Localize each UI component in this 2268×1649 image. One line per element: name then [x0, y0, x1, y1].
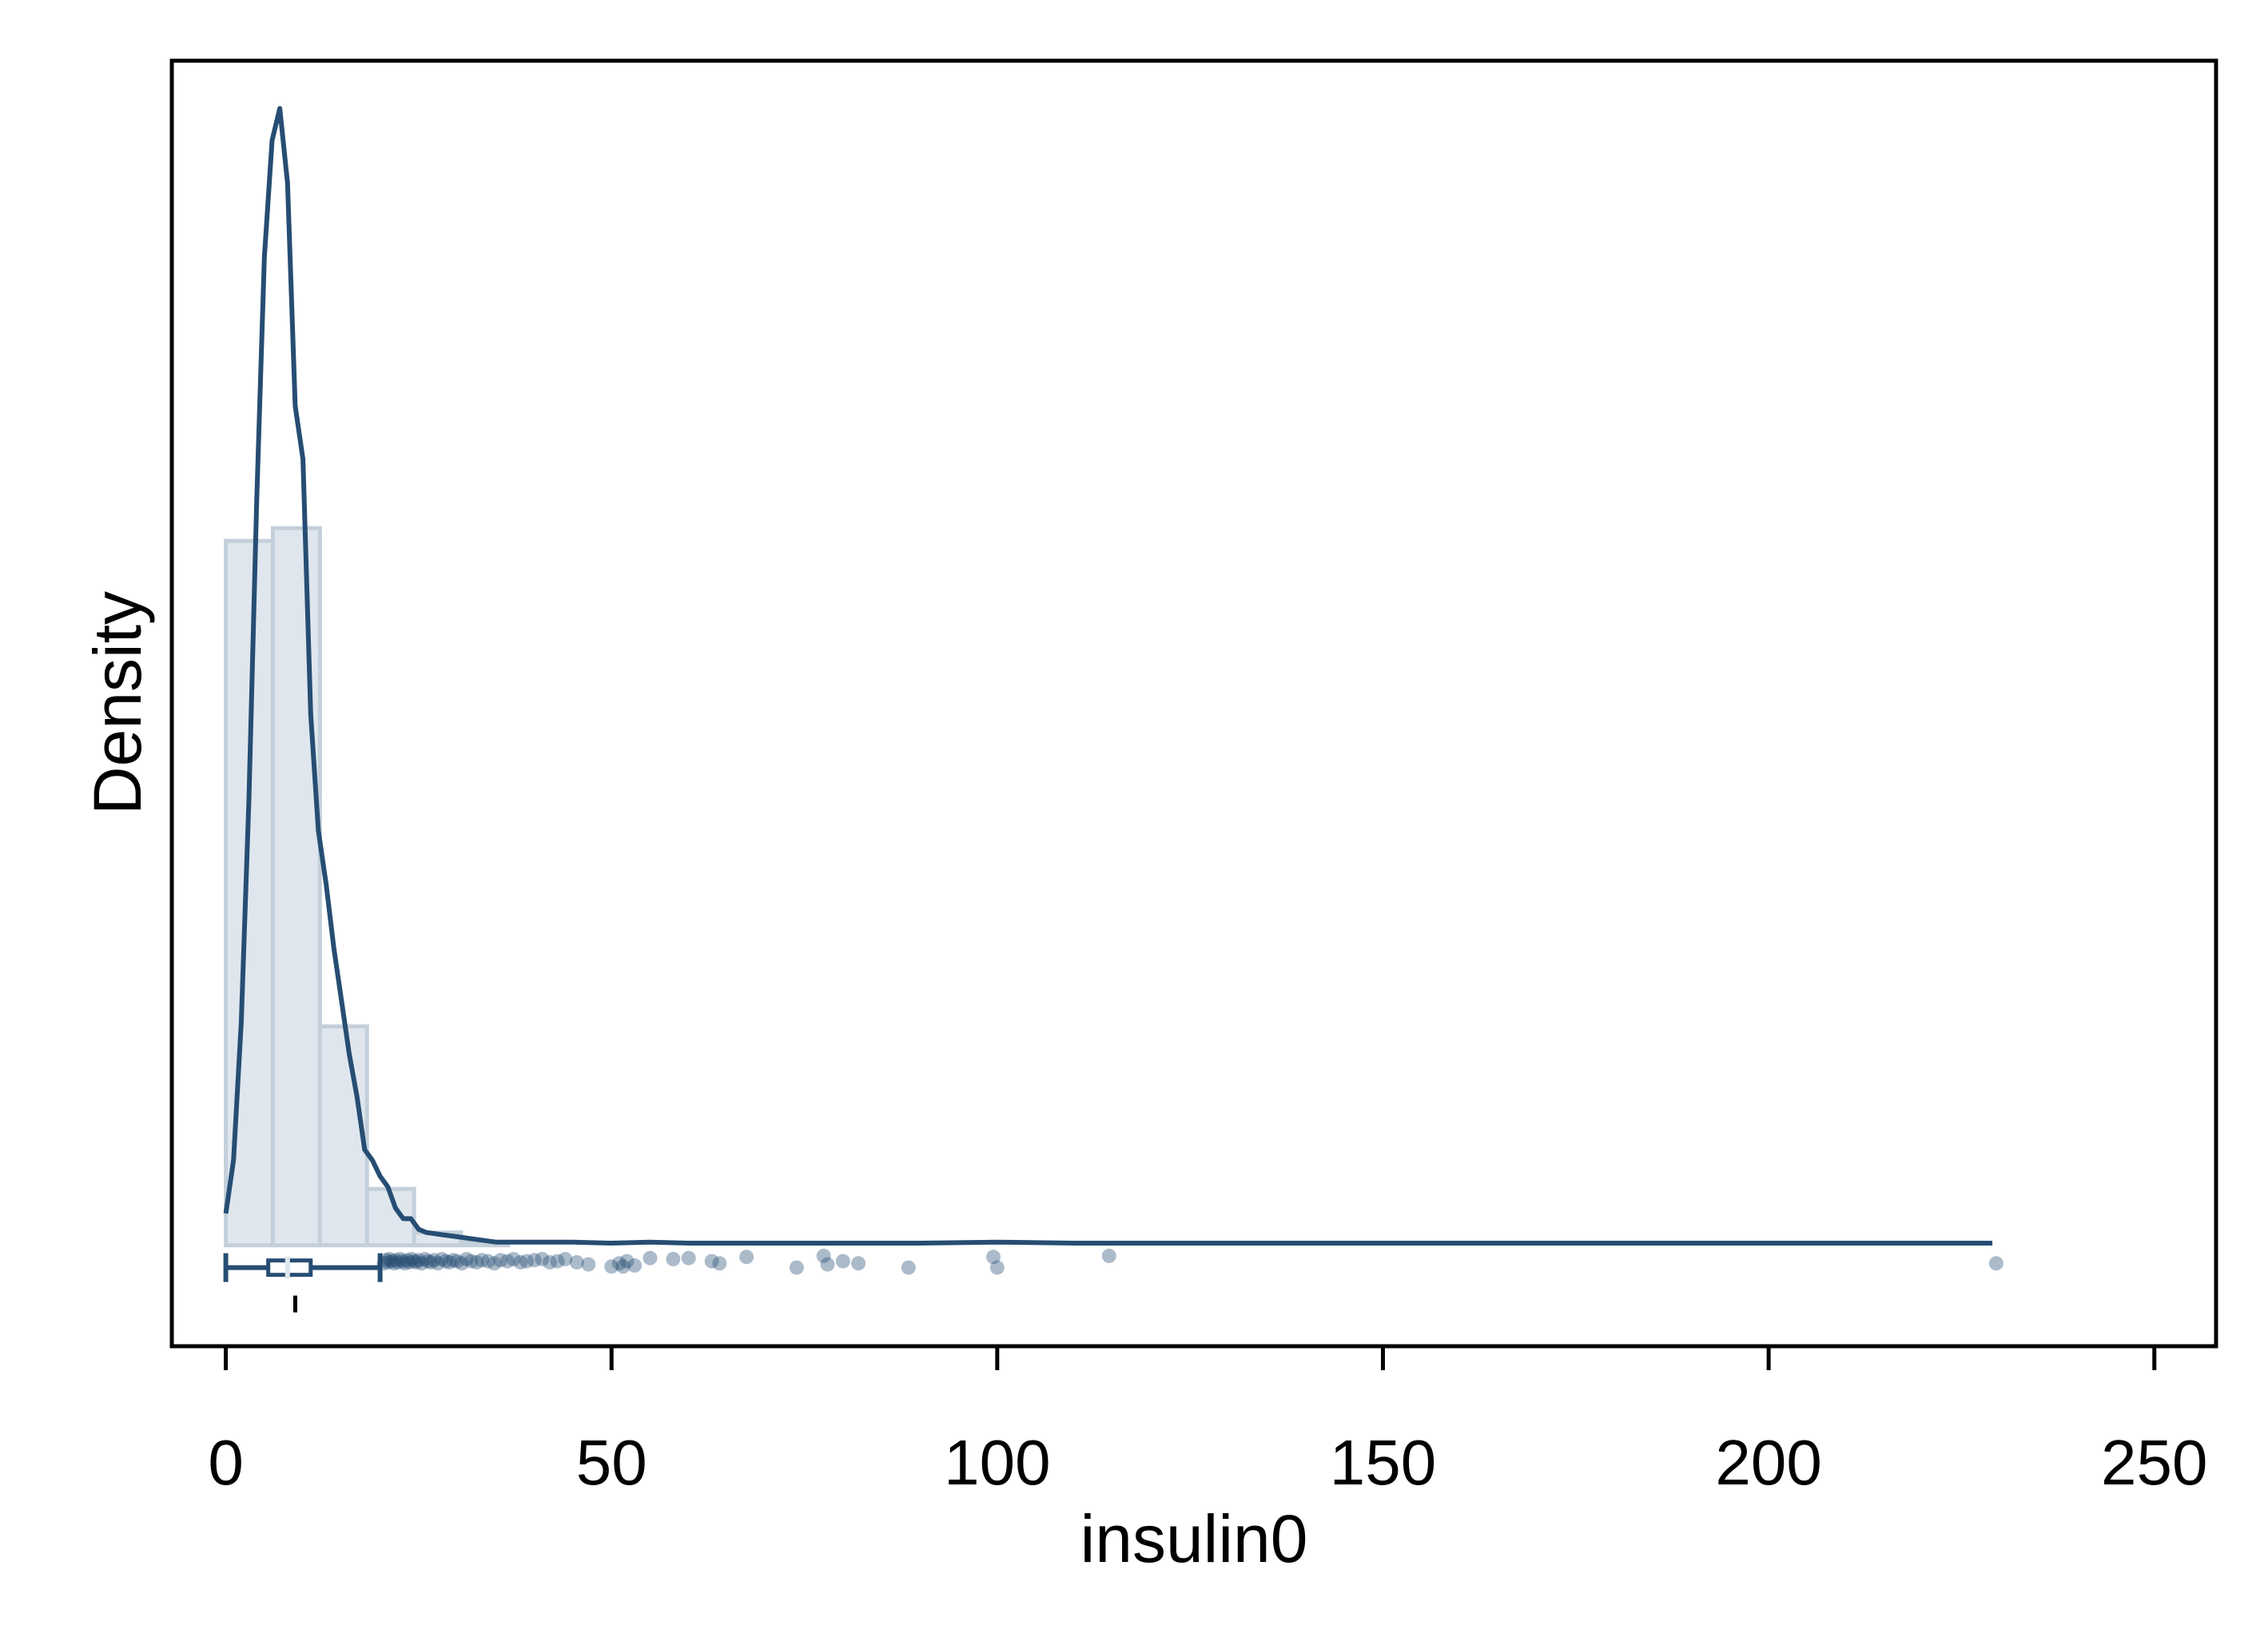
- outlier-point: [387, 1256, 402, 1271]
- outlier-point: [382, 1251, 397, 1266]
- outlier-point: [704, 1254, 719, 1269]
- outlier-point: [569, 1254, 584, 1270]
- outlier-point: [402, 1254, 417, 1270]
- histogram-bar: [270, 526, 322, 1248]
- outlier-points: [376, 1248, 2003, 1275]
- outlier-point: [424, 1254, 439, 1270]
- outlier-point: [681, 1250, 696, 1266]
- outlier-point: [450, 1254, 465, 1269]
- x-tick-label: 250: [2101, 1427, 2207, 1498]
- outlier-point: [390, 1254, 405, 1270]
- x-tick-label: 0: [208, 1427, 244, 1498]
- outlier-point: [376, 1256, 392, 1271]
- outlier-point: [666, 1251, 681, 1266]
- outlier-point: [712, 1256, 727, 1271]
- outlier-point: [816, 1248, 831, 1263]
- outlier-point: [519, 1254, 535, 1269]
- outlier-point: [789, 1260, 804, 1275]
- outlier-point: [643, 1250, 658, 1266]
- outlier-point: [459, 1251, 474, 1266]
- outlier-point: [506, 1251, 521, 1266]
- outlier-point: [550, 1254, 565, 1269]
- outlier-point: [493, 1253, 508, 1268]
- x-axis-title: insulin0: [1080, 1501, 1308, 1576]
- outlier-point: [446, 1253, 461, 1268]
- outlier-point: [558, 1251, 573, 1266]
- outlier-point: [411, 1253, 426, 1268]
- outlier-point: [475, 1253, 490, 1268]
- outlier-point: [442, 1254, 457, 1270]
- outlier-point: [619, 1254, 635, 1269]
- density-curve-group: [223, 105, 1993, 1246]
- outlier-point: [397, 1256, 412, 1271]
- outlier-point: [901, 1260, 916, 1275]
- outlier-point: [438, 1254, 453, 1269]
- outlier-point: [414, 1256, 429, 1271]
- outlier-point: [611, 1256, 627, 1271]
- x-tick-label: 100: [944, 1427, 1050, 1498]
- outlier-point: [851, 1256, 866, 1271]
- outlier-point: [581, 1257, 596, 1272]
- outlier-point: [404, 1251, 420, 1266]
- outlier-point: [380, 1254, 396, 1270]
- outlier-point: [427, 1253, 442, 1268]
- outlier-point: [986, 1250, 1001, 1265]
- outlier-point: [513, 1254, 528, 1270]
- outlier-point: [388, 1253, 403, 1268]
- outlier-point: [464, 1254, 479, 1269]
- outlier-point: [835, 1254, 850, 1269]
- x-tick-label: 200: [1715, 1427, 1821, 1498]
- outlier-point: [454, 1256, 469, 1271]
- outlier-point: [820, 1257, 835, 1272]
- outlier-point: [527, 1253, 542, 1268]
- outlier-point: [535, 1251, 550, 1266]
- outlier-point: [434, 1251, 449, 1266]
- outlier-point: [408, 1254, 424, 1270]
- outlier-point: [431, 1256, 446, 1271]
- x-axis: 0 50 100 150 200 250: [208, 1346, 2208, 1498]
- outlier-point: [400, 1253, 415, 1268]
- outlier-point: [392, 1251, 408, 1266]
- outlier-point: [480, 1254, 495, 1269]
- outlier-point: [407, 1254, 422, 1269]
- outlier-point: [542, 1254, 557, 1270]
- outlier-point: [379, 1253, 394, 1268]
- histogram-bar: [317, 1024, 369, 1248]
- outlier-point: [469, 1254, 484, 1270]
- outlier-point: [384, 1254, 400, 1269]
- outlier-point: [420, 1254, 436, 1269]
- plot-frame: [169, 58, 2218, 1349]
- outlier-point: [487, 1256, 502, 1271]
- outlier-point: [499, 1254, 515, 1269]
- outlier-point: [739, 1250, 754, 1265]
- outlier-point: [604, 1259, 619, 1274]
- y-axis-title: Density: [80, 591, 155, 815]
- outlier-point: [395, 1254, 410, 1269]
- boxplot: [223, 1253, 383, 1313]
- outlier-point: [1988, 1256, 2003, 1271]
- x-tick-label: 150: [1330, 1427, 1436, 1498]
- outlier-point: [627, 1258, 643, 1273]
- density-curve: [223, 105, 1993, 1246]
- outlier-point: [417, 1251, 432, 1266]
- x-tick-label: 50: [576, 1427, 647, 1498]
- outlier-point: [1101, 1248, 1116, 1263]
- outlier-point: [615, 1259, 631, 1274]
- outlier-point: [989, 1260, 1005, 1275]
